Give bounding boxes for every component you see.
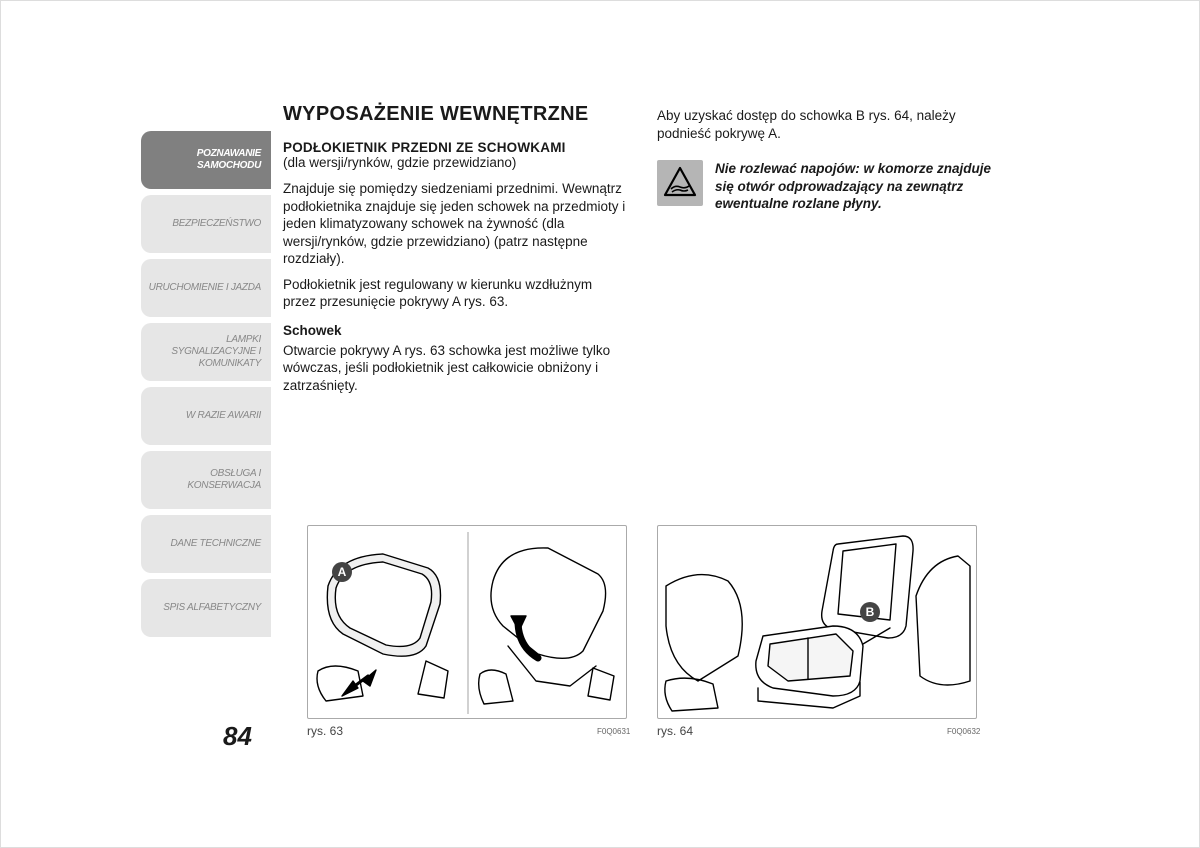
left-column: WYPOSAŻENIE WEWNĘTRZNE PODŁOKIETNIK PRZE… <box>283 103 628 402</box>
tab-obsluga[interactable]: OBSŁUGA I KONSERWACJA <box>141 451 271 509</box>
tab-label: SPIS ALFABETYCZNY <box>163 602 261 614</box>
tab-label: OBSŁUGA I KONSERWACJA <box>141 468 261 492</box>
figure-63: A <box>307 525 627 719</box>
figure-code: F0Q0632 <box>947 727 980 736</box>
warning-text: Nie rozlewać napojów: w komorze znajduje… <box>715 160 1002 213</box>
tab-bezpieczenstwo[interactable]: BEZPIECZEŃSTWO <box>141 195 271 253</box>
figure-code: F0Q0631 <box>597 727 630 736</box>
page-number: 84 <box>223 721 252 752</box>
tab-label: POZNAWANIE SAMOCHODU <box>141 148 261 172</box>
manual-page: POZNAWANIE SAMOCHODU BEZPIECZEŃSTWO URUC… <box>0 0 1200 848</box>
figure-caption: rys. 64 <box>657 724 693 738</box>
subtitle: (dla wersji/rynków, gdzie przewidziano) <box>283 155 628 170</box>
tab-uruchomienie[interactable]: URUCHOMIENIE I JAZDA <box>141 259 271 317</box>
paragraph: Podłokietnik jest regulowany w kierunku … <box>283 276 628 311</box>
right-column: Aby uzyskać dostęp do schowka B rys. 64,… <box>657 107 1002 213</box>
warning-icon <box>657 160 703 206</box>
tab-label: URUCHOMIENIE I JAZDA <box>149 282 261 294</box>
figure-label-b: B <box>860 602 880 622</box>
tab-label: W RAZIE AWARII <box>186 410 261 422</box>
paragraph: Otwarcie pokrywy A rys. 63 schowka jest … <box>283 342 628 395</box>
figure-caption: rys. 63 <box>307 724 343 738</box>
tab-lampki[interactable]: LAMPKI SYGNALIZACYJNE I KOMUNIKATY <box>141 323 271 381</box>
figure-label-a: A <box>332 562 352 582</box>
tab-label: LAMPKI SYGNALIZACYJNE I KOMUNIKATY <box>141 334 261 370</box>
heading-schowek: Schowek <box>283 323 628 338</box>
tab-spis[interactable]: SPIS ALFABETYCZNY <box>141 579 271 637</box>
tab-dane[interactable]: DANE TECHNICZNE <box>141 515 271 573</box>
heading-main: WYPOSAŻENIE WEWNĘTRZNE <box>283 103 628 126</box>
tab-awaria[interactable]: W RAZIE AWARII <box>141 387 271 445</box>
tab-label: BEZPIECZEŃSTWO <box>172 218 261 230</box>
warning-box: Nie rozlewać napojów: w komorze znajduje… <box>657 160 1002 213</box>
paragraph: Znajduje się pomiędzy siedzeniami przedn… <box>283 180 628 268</box>
tab-label: DANE TECHNICZNE <box>170 538 261 550</box>
section-tabs: POZNAWANIE SAMOCHODU BEZPIECZEŃSTWO URUC… <box>141 131 271 643</box>
tab-poznawanie[interactable]: POZNAWANIE SAMOCHODU <box>141 131 271 189</box>
heading-sub: PODŁOKIETNIK PRZEDNI ZE SCHOWKAMI <box>283 140 628 155</box>
figure-64: B <box>657 525 977 719</box>
paragraph: Aby uzyskać dostęp do schowka B rys. 64,… <box>657 107 1002 142</box>
